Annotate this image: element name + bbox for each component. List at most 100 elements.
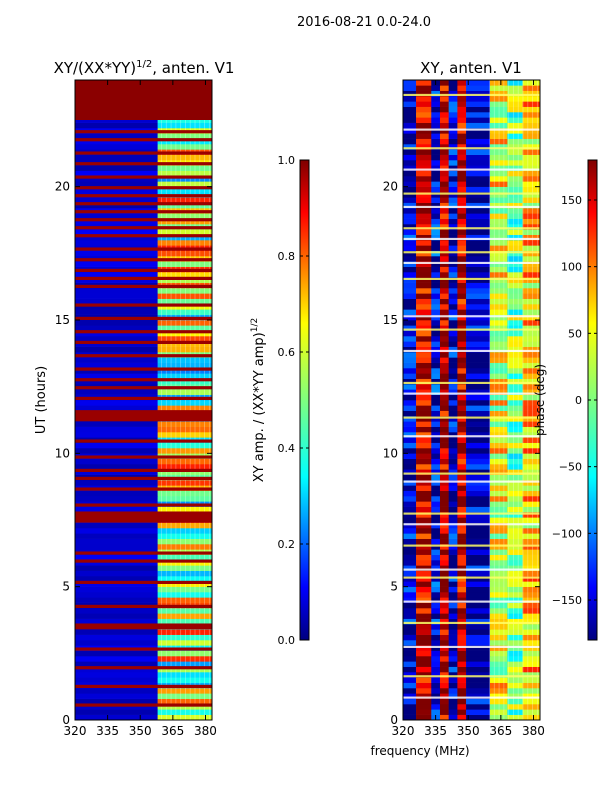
heatmap-cell	[457, 416, 467, 422]
phase-row	[403, 472, 540, 475]
heatmap-cell	[439, 234, 449, 241]
y-tick-label: 0	[390, 713, 398, 727]
heatmap-cell	[431, 208, 441, 214]
heatmap-cell	[157, 544, 212, 550]
heatmap-cell	[416, 474, 432, 481]
heatmap-cell	[416, 256, 432, 262]
heatmap-cell	[439, 245, 449, 251]
heatmap-cell	[448, 309, 458, 315]
heatmap-cell	[457, 245, 467, 251]
heatmap-cell	[439, 218, 449, 225]
y-tick-label: 15	[383, 313, 398, 327]
heatmap-cell	[489, 106, 508, 113]
heatmap-cell	[466, 576, 491, 582]
heatmap-cell	[522, 677, 540, 683]
left-colorbar-ticks: 0.00.20.40.60.81.0	[278, 154, 309, 647]
heatmap-cell	[448, 629, 458, 635]
heatmap-cell	[466, 298, 491, 305]
heatmap-cell	[507, 666, 523, 673]
heatmap-cell	[522, 602, 540, 609]
heatmap-cell	[157, 389, 212, 395]
heatmap-cell	[439, 256, 449, 262]
heatmap-cell	[439, 629, 449, 635]
heatmap-cell	[466, 512, 491, 518]
heatmap-cell	[466, 320, 491, 326]
heatmap-cell	[457, 298, 467, 305]
heatmap-cell	[439, 432, 449, 438]
saturated-row	[75, 514, 212, 518]
heatmap-cell	[439, 512, 449, 518]
heatmap-cell	[457, 117, 467, 123]
heatmap-cell	[157, 666, 212, 673]
heatmap-cell	[403, 442, 417, 449]
heatmap-cell	[522, 528, 540, 534]
heatmap-cell	[439, 277, 449, 283]
heatmap-cell	[157, 154, 212, 161]
heatmap-cell	[507, 170, 523, 177]
heatmap-cell	[439, 186, 449, 193]
heatmap-cell	[403, 608, 417, 614]
heatmap-cell	[416, 517, 432, 523]
heatmap-cell	[466, 373, 491, 379]
heatmap-cell	[507, 293, 523, 299]
heatmap-cell	[403, 346, 417, 353]
heatmap-cell	[489, 624, 508, 630]
heatmap-cell	[75, 554, 158, 561]
heatmap-cell	[457, 330, 467, 337]
heatmap-cell	[439, 357, 449, 363]
heatmap-cell	[457, 501, 467, 507]
heatmap-cell	[416, 352, 432, 358]
heatmap-cell	[489, 512, 508, 518]
heatmap-cell	[439, 693, 449, 699]
heatmap-cell	[403, 698, 417, 705]
heatmap-cell	[457, 693, 467, 699]
heatmap-cell	[522, 506, 540, 513]
heatmap-cell	[507, 213, 523, 219]
heatmap-cell	[522, 640, 540, 646]
heatmap-cell	[75, 672, 158, 678]
heatmap-cell	[466, 528, 491, 534]
heatmap-cell	[431, 314, 441, 321]
phase-row	[403, 349, 540, 352]
heatmap-cell	[507, 320, 523, 326]
heatmap-cell	[157, 186, 212, 193]
heatmap-cell	[403, 704, 417, 710]
heatmap-cell	[416, 544, 432, 550]
heatmap-cell	[457, 240, 467, 246]
heatmap-cell	[157, 336, 212, 342]
heatmap-cell	[457, 432, 467, 438]
heatmap-cell	[403, 629, 417, 635]
heatmap-cell	[522, 160, 540, 166]
phase-row	[403, 480, 540, 483]
heatmap-cell	[507, 437, 523, 443]
heatmap-cell	[439, 309, 449, 315]
heatmap-cell	[439, 224, 449, 230]
heatmap-cell	[522, 256, 540, 262]
saturated-row	[75, 455, 212, 459]
heatmap-cell	[522, 661, 540, 667]
heatmap-cell	[466, 245, 491, 251]
heatmap-cell	[431, 544, 441, 550]
heatmap-cell	[448, 544, 458, 550]
heatmap-cell	[439, 208, 449, 214]
heatmap-cell	[439, 96, 449, 102]
heatmap-cell	[466, 698, 491, 705]
heatmap-cell	[75, 570, 158, 577]
heatmap-cell	[75, 330, 158, 337]
heatmap-cell	[507, 160, 523, 166]
heatmap-cell	[457, 389, 467, 395]
heatmap-cell	[457, 517, 467, 523]
heatmap-cell	[439, 330, 449, 337]
heatmap-cell	[75, 288, 158, 294]
phase-row	[403, 277, 540, 280]
heatmap-cell	[403, 474, 417, 481]
heatmap-cell	[439, 181, 449, 187]
saturated-row	[75, 268, 212, 272]
heatmap-cell	[466, 304, 491, 310]
heatmap-cell	[416, 608, 432, 614]
heatmap-cell	[416, 704, 432, 710]
saturated-row	[75, 284, 212, 288]
heatmap-cell	[489, 122, 508, 129]
colorbar-tick-label: 1.0	[278, 154, 296, 167]
heatmap-cell	[416, 250, 432, 257]
